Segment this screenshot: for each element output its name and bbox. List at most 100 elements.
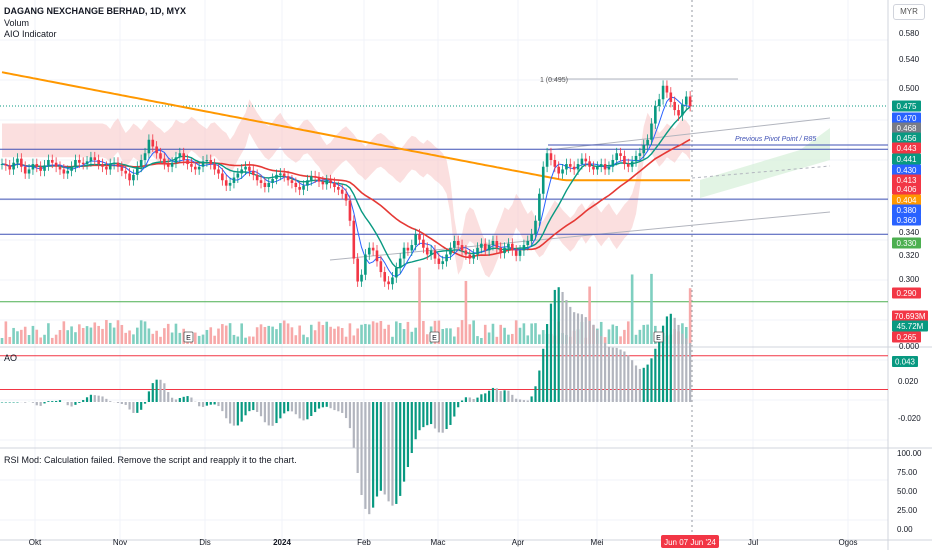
- ao-bar: [406, 402, 410, 468]
- price-label-text: 0.430: [896, 166, 917, 175]
- ao-bar: [422, 402, 425, 428]
- candle-body: [309, 176, 313, 181]
- ao-bar: [271, 402, 274, 426]
- price-label-box: [892, 142, 921, 154]
- ao-bar: [279, 402, 282, 419]
- candle-body: [31, 164, 35, 170]
- candle-body: [16, 158, 19, 163]
- volume-bar: [681, 323, 684, 344]
- ao-panel-label[interactable]: AO: [4, 353, 18, 363]
- ao-bar: [638, 368, 641, 402]
- candle-body: [58, 166, 62, 170]
- candle-body: [151, 139, 155, 147]
- price-tick: 0.340: [899, 228, 920, 237]
- candle-body: [236, 173, 240, 178]
- volume-bar: [406, 321, 410, 344]
- volume-bar: [124, 332, 128, 344]
- price-label-text: 0.290: [896, 289, 917, 298]
- candle-body: [89, 157, 93, 162]
- volume-bar: [259, 324, 263, 344]
- earnings-marker-label: E: [656, 335, 661, 342]
- aio-indicator-label[interactable]: AIO Indicator: [4, 29, 57, 39]
- rsi-error-message: RSI Mod: Calculation failed. Remove the …: [4, 455, 297, 465]
- volume-zero-tick: 0.000: [899, 342, 920, 351]
- price-label-text: 0.330: [896, 239, 917, 248]
- ao-bar: [178, 398, 181, 402]
- candle-body: [511, 243, 514, 251]
- volume-bar: [139, 320, 143, 344]
- candle-body: [522, 245, 526, 251]
- volume-bar: [588, 286, 591, 344]
- volume-bar: [364, 323, 367, 344]
- ao-bar: [414, 402, 417, 440]
- ao-bar: [128, 402, 131, 410]
- ao-bar: [198, 402, 201, 407]
- ao-bar: [356, 402, 359, 474]
- candle-body: [383, 272, 387, 282]
- volume-bar: [120, 324, 124, 344]
- candle-body: [155, 146, 158, 154]
- rsi-tick: 25.00: [897, 506, 918, 515]
- ao-bar: [515, 398, 518, 402]
- volume-bar: [224, 325, 228, 344]
- ao-bar: [314, 402, 317, 413]
- candle-body: [47, 160, 50, 166]
- candle-body: [565, 164, 568, 170]
- ao-bar: [600, 336, 603, 402]
- ao-bar: [488, 390, 491, 402]
- currency-button[interactable]: MYR: [893, 4, 925, 20]
- time-tick: Ogos: [838, 538, 857, 547]
- volume-bar: [159, 336, 162, 344]
- candle-body: [178, 153, 182, 158]
- ao-bar: [395, 402, 398, 504]
- ao-bar: [321, 402, 324, 408]
- volume-bar: [163, 328, 166, 344]
- candle-body: [147, 139, 151, 154]
- volume-bar: [538, 334, 541, 344]
- volume-indicator-label[interactable]: Volum: [4, 18, 30, 28]
- candle-body: [78, 160, 81, 163]
- volume-bar: [499, 324, 503, 344]
- volume-bar: [290, 327, 294, 344]
- ao-bar: [476, 397, 479, 402]
- volume-bar: [367, 324, 371, 344]
- ao-bar: [236, 402, 239, 426]
- candle-body: [650, 123, 653, 140]
- candle-body: [580, 158, 584, 165]
- volume-bar: [688, 288, 692, 344]
- candle-body: [406, 247, 410, 251]
- volume-bar: [205, 329, 209, 344]
- price-label-text: 0.475: [896, 102, 917, 111]
- ao-bar: [584, 317, 587, 402]
- candle-body: [139, 160, 143, 167]
- ao-bar: [151, 383, 154, 402]
- volume-bar: [383, 328, 387, 344]
- ao-bar: [661, 325, 665, 402]
- candle-body: [514, 250, 518, 256]
- ao-bar: [441, 402, 444, 433]
- candle-body: [657, 99, 661, 106]
- volume-bar: [321, 324, 325, 344]
- volume-bar: [232, 334, 236, 344]
- volume-bar: [456, 327, 460, 344]
- ao-bar: [646, 364, 649, 402]
- candle-body: [35, 164, 39, 167]
- volume-bar: [526, 335, 530, 344]
- candle-body: [395, 268, 398, 278]
- candle-body: [437, 258, 441, 264]
- candle-body: [603, 164, 607, 170]
- candle-body: [302, 185, 305, 190]
- price-label-box: [892, 122, 921, 134]
- price-tick: 0.300: [899, 275, 920, 284]
- ao-bar: [190, 397, 193, 402]
- earnings-marker: [653, 331, 664, 343]
- volume-bar: [294, 335, 298, 344]
- candle-body: [333, 182, 336, 187]
- ao-bar: [507, 390, 510, 402]
- price-label-box: [892, 164, 921, 176]
- ao-bar: [306, 402, 309, 420]
- volume-bar: [460, 320, 464, 344]
- candle-body: [337, 187, 340, 190]
- ma-blue: [1, 96, 691, 278]
